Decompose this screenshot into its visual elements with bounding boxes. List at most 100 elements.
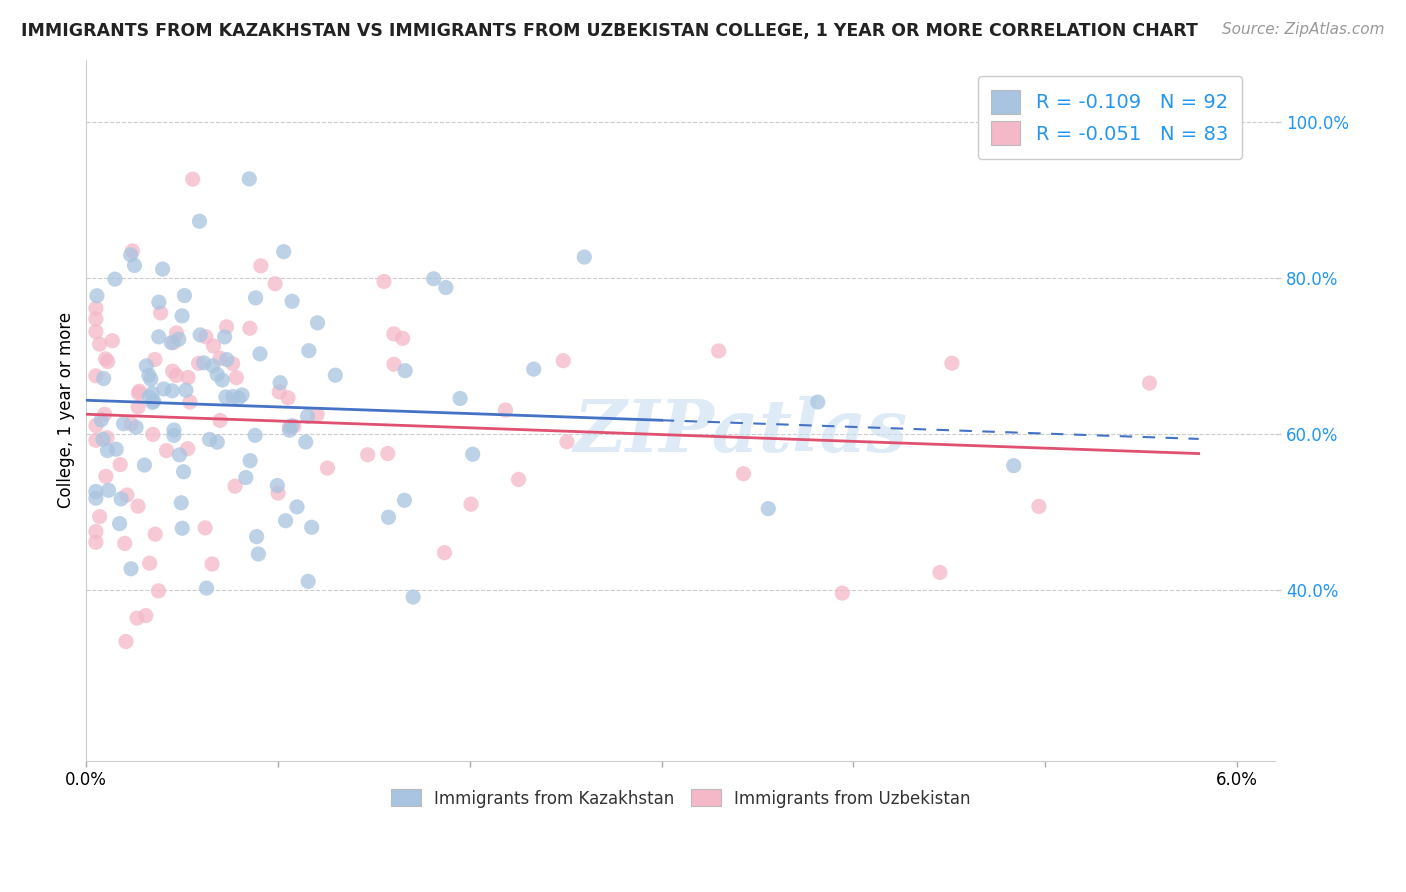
Point xyxy=(215,319,238,334)
Point xyxy=(266,478,288,492)
Point xyxy=(138,390,160,404)
Point xyxy=(201,557,224,571)
Point xyxy=(167,332,190,346)
Point xyxy=(281,294,304,309)
Point xyxy=(274,514,297,528)
Point xyxy=(176,442,198,456)
Point xyxy=(143,352,166,367)
Point xyxy=(91,432,114,446)
Point xyxy=(135,608,157,623)
Point xyxy=(377,446,399,460)
Point xyxy=(831,586,853,600)
Point xyxy=(84,368,107,383)
Point xyxy=(84,325,107,339)
Point xyxy=(1139,376,1161,390)
Point xyxy=(214,330,236,344)
Point xyxy=(149,306,172,320)
Point xyxy=(138,556,160,570)
Point xyxy=(153,382,176,396)
Point xyxy=(508,472,530,486)
Point xyxy=(93,407,115,421)
Point xyxy=(211,373,233,387)
Point xyxy=(108,516,131,531)
Point xyxy=(391,331,413,345)
Point xyxy=(307,316,329,330)
Point xyxy=(246,530,269,544)
Point xyxy=(356,448,378,462)
Point xyxy=(756,501,779,516)
Point xyxy=(382,357,405,371)
Point xyxy=(555,434,578,449)
Point xyxy=(84,484,107,499)
Point xyxy=(301,520,323,534)
Point xyxy=(148,295,170,310)
Point xyxy=(278,423,301,437)
Point xyxy=(941,356,963,370)
Point xyxy=(449,392,471,406)
Point xyxy=(733,467,755,481)
Point xyxy=(121,244,143,258)
Point xyxy=(174,383,197,397)
Point xyxy=(141,386,163,401)
Point xyxy=(264,277,287,291)
Point xyxy=(434,280,457,294)
Point xyxy=(402,590,425,604)
Point xyxy=(139,372,162,386)
Point xyxy=(280,418,302,433)
Point xyxy=(112,417,135,431)
Point xyxy=(125,420,148,434)
Point xyxy=(160,335,183,350)
Point xyxy=(84,301,107,316)
Point xyxy=(170,309,193,323)
Point xyxy=(228,391,250,405)
Point xyxy=(141,395,163,409)
Point xyxy=(297,409,319,424)
Point xyxy=(120,562,142,576)
Point xyxy=(285,500,308,514)
Point xyxy=(125,611,148,625)
Point xyxy=(377,510,399,524)
Point xyxy=(181,172,204,186)
Point xyxy=(269,376,291,390)
Point xyxy=(170,496,193,510)
Point xyxy=(179,395,201,409)
Point xyxy=(215,390,238,404)
Point xyxy=(277,391,299,405)
Point xyxy=(243,428,266,442)
Point xyxy=(238,172,260,186)
Point xyxy=(163,428,186,442)
Point xyxy=(460,497,482,511)
Point xyxy=(160,384,183,398)
Point xyxy=(120,248,142,262)
Point xyxy=(187,356,209,370)
Point xyxy=(267,486,290,500)
Point xyxy=(224,479,246,493)
Point xyxy=(127,400,149,414)
Point xyxy=(172,521,194,535)
Point xyxy=(188,214,211,228)
Point xyxy=(188,327,211,342)
Point xyxy=(373,275,395,289)
Point xyxy=(84,491,107,506)
Point xyxy=(297,574,319,589)
Point xyxy=(316,461,339,475)
Point xyxy=(707,343,730,358)
Point xyxy=(205,368,228,382)
Point xyxy=(166,326,188,340)
Point xyxy=(394,364,416,378)
Point xyxy=(273,244,295,259)
Point xyxy=(143,527,166,541)
Point xyxy=(235,470,257,484)
Point xyxy=(249,347,271,361)
Point xyxy=(96,431,118,445)
Point xyxy=(101,334,124,348)
Point xyxy=(96,443,118,458)
Point xyxy=(162,335,184,350)
Point xyxy=(105,442,128,457)
Point xyxy=(135,359,157,373)
Point xyxy=(202,339,225,353)
Point xyxy=(553,353,575,368)
Point xyxy=(110,491,132,506)
Point xyxy=(173,288,195,302)
Point xyxy=(173,465,195,479)
